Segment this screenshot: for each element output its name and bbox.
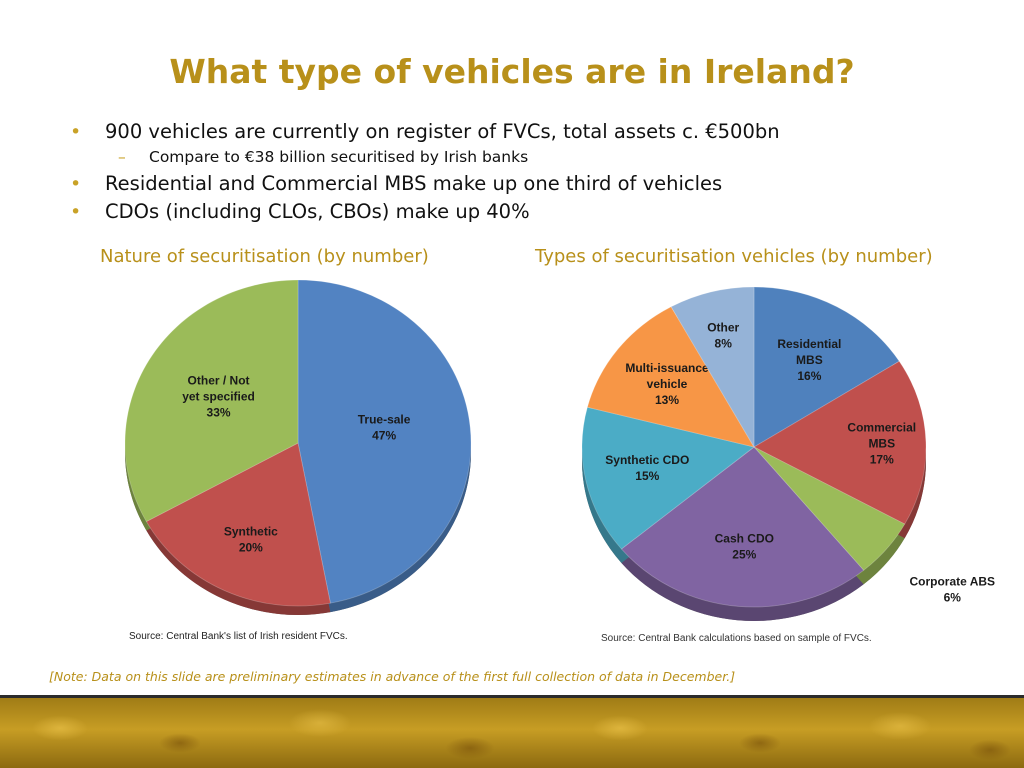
pie-slice-label: vehicle <box>647 377 688 391</box>
bullet-item: • CDOs (including CLOs, CBOs) make up 40… <box>70 198 970 226</box>
pie-slice-label: Multi-issuance <box>625 361 709 375</box>
chart-title-nature: Nature of securitisation (by number) <box>100 246 429 267</box>
pie-slice-label: Cash CDO <box>715 532 774 546</box>
pie-slice-label: 13% <box>655 393 679 407</box>
pie-slice-label: Synthetic <box>224 524 278 538</box>
decorative-footer-banner <box>0 698 1024 768</box>
bullet-list: • 900 vehicles are currently on register… <box>70 118 970 226</box>
pie-slice-label: 15% <box>635 469 659 483</box>
bullet-item: • Residential and Commercial MBS make up… <box>70 170 970 198</box>
bullet-item: • 900 vehicles are currently on register… <box>70 118 970 146</box>
pie-slice-label: MBS <box>868 436 895 450</box>
pie-slice-label: 33% <box>207 406 231 420</box>
pie-slice <box>670 286 755 449</box>
pie-slice <box>753 286 900 448</box>
bullet-text: CDOs (including CLOs, CBOs) make up 40% <box>105 200 530 223</box>
sub-bullet-item: – Compare to €38 billion securitised by … <box>70 144 970 170</box>
pie-slice <box>124 279 299 523</box>
pie-slice-label: True-sale <box>358 412 411 426</box>
slide-note: [Note: Data on this slide are preliminar… <box>49 669 736 684</box>
pie-slice <box>753 360 927 525</box>
pie-slice <box>145 442 331 607</box>
pie-slice-label: Other <box>707 320 739 334</box>
pie-slice-label: 47% <box>372 428 396 442</box>
pie-chart-types: Residential MBS 16% Commercial MBS 17% Corpora… <box>581 286 995 621</box>
pie-slice-label: Residential <box>777 337 841 351</box>
pie-slice-label: 8% <box>715 336 733 350</box>
slide-title: What type of vehicles are in Ireland? <box>169 52 855 91</box>
pie-slice <box>297 279 472 604</box>
pie-slice-label: Synthetic CDO <box>605 453 689 467</box>
sub-bullet-marker: – <box>118 148 126 166</box>
pie-slice-label: 25% <box>732 548 756 562</box>
pie-slice <box>581 406 755 550</box>
bullet-marker: • <box>70 201 82 223</box>
bullet-marker: • <box>70 121 82 143</box>
pie-slice-label: Commercial <box>847 420 916 434</box>
pie-chart-nature: True-sale 47% Synthetic 20% Other / Not yet s… <box>124 279 472 615</box>
pie-slice <box>753 446 906 571</box>
footer-divider <box>0 695 1024 699</box>
chart-source-types: Source: Central Bank calculations based … <box>601 633 872 644</box>
pie-slice-label: Corporate ABS <box>909 575 995 589</box>
bullet-text: Residential and Commercial MBS make up o… <box>105 172 723 195</box>
pie-slice <box>620 446 865 608</box>
pie-slice-label: MBS <box>796 353 823 367</box>
pie-slice-label: yet specified <box>182 390 255 404</box>
pie-slice-label: 20% <box>239 540 263 554</box>
pie-slice-label: 16% <box>797 369 821 383</box>
pie-slice-label: 17% <box>870 452 894 466</box>
bullet-marker: • <box>70 173 82 195</box>
pie-slice-label: 6% <box>944 591 962 605</box>
pie-slice <box>586 306 755 448</box>
chart-title-types: Types of securitisation vehicles (by num… <box>535 246 933 267</box>
chart-source-nature: Source: Central Bank's list of Irish res… <box>129 631 348 642</box>
bullet-text: 900 vehicles are currently on register o… <box>105 120 780 143</box>
sub-bullet-text: Compare to €38 billion securitised by Ir… <box>149 148 529 166</box>
pie-slice-label: Other / Not <box>188 374 250 388</box>
